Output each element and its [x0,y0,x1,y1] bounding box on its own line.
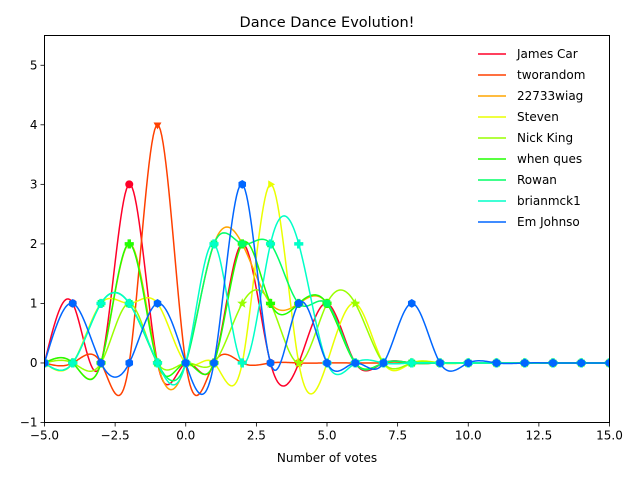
data-point [210,358,218,368]
data-point [323,358,331,368]
data-point [68,358,78,368]
data-point [379,358,388,368]
legend-item-22733wiag: 22733wiag [478,89,583,103]
x-axis-label: Number of votes [277,451,377,465]
data-point [407,358,417,368]
data-point [577,358,586,368]
legend-label: tworandom [517,68,585,82]
x-tick-label: 10.0 [455,429,482,443]
x-tick-label: −5.0 [30,429,59,443]
legend: James Car tworandom 22733wiag Steven Nick Ki… [478,47,585,229]
legend-item-nick-king: Nick King [478,131,573,145]
y-axis: −1 0 1 2 3 4 5 [20,58,45,430]
data-point [265,239,276,249]
y-tick-label: −1 [20,416,38,430]
data-point [520,358,529,368]
data-point [153,122,162,130]
legend-label: James Car [516,47,578,61]
y-tick-label: 3 [30,178,38,192]
data-point [294,299,303,308]
data-point [605,358,610,368]
y-tick-label: 1 [30,297,38,311]
data-point [152,358,163,368]
x-tick-label: 2.5 [247,429,266,443]
data-point [350,298,361,308]
data-point [68,299,77,308]
legend-label: Rowan [517,173,557,187]
legend-item-tworandom: tworandom [478,68,585,82]
data-point [125,180,134,189]
data-point [238,179,247,189]
x-axis: −5.0 −2.5 0.0 2.5 5.0 7.5 10.0 12.5 15.0 [30,422,623,443]
data-point [436,358,444,368]
data-point [153,299,162,308]
data-point [294,239,304,249]
x-tick-label: 12.5 [526,429,553,443]
data-point [237,298,248,308]
data-point [323,300,331,307]
y-tick-label: 0 [30,356,38,370]
data-point [293,357,304,368]
legend-item-when-ques: when ques [478,152,582,166]
legend-item-james-car: James Car [478,47,578,61]
plot-area [44,122,610,397]
data-point [96,298,106,308]
legend-item-brianmck1: brianmck1 [478,194,581,208]
data-point [44,358,49,368]
x-tick-label: 0.0 [176,429,195,443]
legend-label: Steven [517,110,559,124]
data-point [124,298,134,308]
data-point [464,358,473,368]
data-point [351,358,360,368]
series-james-car [44,180,610,387]
x-tick-label: −2.5 [101,429,130,443]
legend-label: brianmck1 [517,194,581,208]
x-tick-label: 15.0 [596,429,623,443]
data-point [238,240,246,248]
data-point [265,298,276,308]
data-point [125,358,134,368]
legend-label: Em Johnso [517,215,580,229]
data-point [124,239,134,249]
legend-item-em-johnso: Em Johnso [478,215,580,229]
data-point [268,180,276,189]
data-point [237,358,247,368]
y-tick-label: 4 [30,118,38,132]
chart-title: Dance Dance Evolution! [240,15,415,31]
y-tick-label: 2 [30,237,38,251]
legend-item-steven: Steven [478,110,559,124]
y-tick-label: 5 [30,58,38,72]
legend-label: when ques [517,152,582,166]
data-point [407,299,416,308]
data-point [266,358,275,368]
data-point [209,239,219,249]
x-tick-label: 7.5 [388,429,407,443]
legend-label: 22733wiag [517,89,583,103]
x-tick-label: 5.0 [317,429,336,443]
legend-label: Nick King [517,131,573,145]
data-point [181,358,190,368]
series-em-johnso [44,179,610,396]
data-point [549,358,557,368]
legend-item-rowan: Rowan [478,173,557,187]
data-point [492,358,501,368]
data-point [97,358,105,368]
